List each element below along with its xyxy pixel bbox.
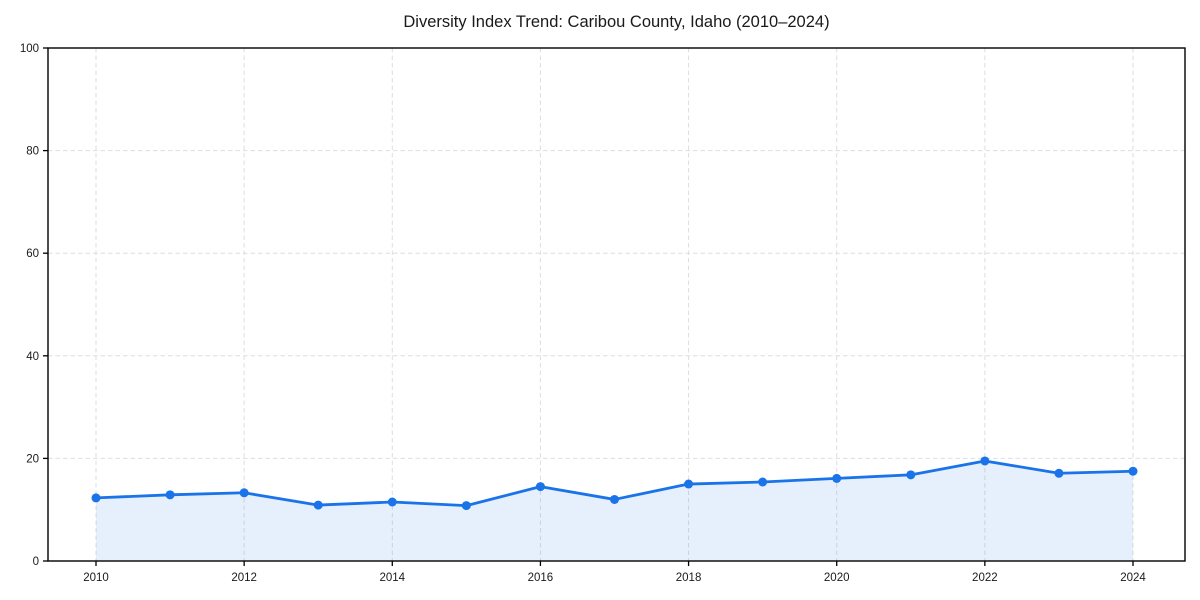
data-point [684,479,694,489]
y-tick-label: 40 [26,351,39,363]
y-tick-label: 60 [26,248,39,260]
data-point [239,488,249,498]
x-tick-label: 2022 [972,572,998,584]
data-point [610,494,619,504]
plot-border [47,47,1186,562]
y-tick-label: 0 [33,556,39,568]
x-tick-label: 2010 [83,572,109,584]
x-tick-label: 2018 [676,572,702,584]
data-point [165,490,175,500]
data-point [387,497,397,507]
y-tick-label: 100 [20,43,39,55]
data-point [758,477,768,487]
data-point [906,470,916,480]
area-fill [96,460,1133,561]
x-tick-label: 2012 [231,572,257,584]
x-tick-label: 2014 [379,572,405,584]
data-point [91,493,101,503]
data-point [832,473,842,483]
x-tick-label: 2024 [1120,572,1146,584]
data-point [535,482,545,492]
data-point [980,456,990,466]
data-point [313,500,323,510]
y-tick-label: 20 [26,453,39,465]
data-point [1128,466,1138,476]
data-point [461,501,471,511]
x-tick-label: 2016 [528,572,554,584]
chart-title: Diversity Index Trend: Caribou County, I… [403,13,830,31]
data-point [1054,468,1064,478]
y-tick-label: 80 [26,146,39,158]
x-tick-label: 2020 [824,572,850,584]
